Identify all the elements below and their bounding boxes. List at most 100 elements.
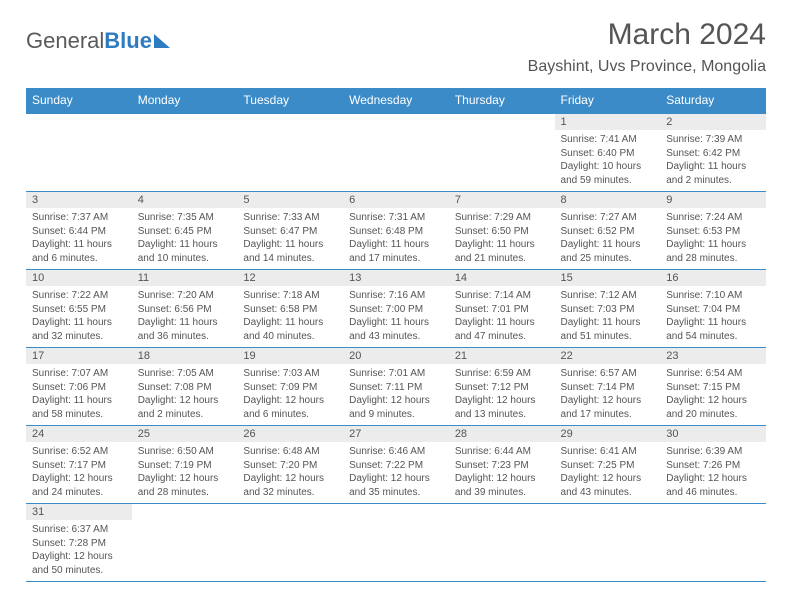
- day-number: 2: [660, 114, 766, 130]
- day-dl: Daylight: 12 hours and 2 minutes.: [138, 394, 232, 421]
- day-sr: Sunrise: 6:54 AM: [666, 367, 760, 381]
- weekday-header: Tuesday: [237, 88, 343, 113]
- calendar-day: 22Sunrise: 6:57 AMSunset: 7:14 PMDayligh…: [555, 348, 661, 426]
- day-number: 8: [555, 192, 661, 208]
- calendar-day: 10Sunrise: 7:22 AMSunset: 6:55 PMDayligh…: [26, 270, 132, 348]
- calendar-day-empty: [132, 504, 238, 582]
- calendar-day: 28Sunrise: 6:44 AMSunset: 7:23 PMDayligh…: [449, 426, 555, 504]
- day-sr: Sunrise: 6:46 AM: [349, 445, 443, 459]
- day-sr: Sunrise: 7:18 AM: [243, 289, 337, 303]
- day-details: Sunrise: 6:54 AMSunset: 7:15 PMDaylight:…: [660, 364, 766, 425]
- calendar-day: 18Sunrise: 7:05 AMSunset: 7:08 PMDayligh…: [132, 348, 238, 426]
- logo-text-general: General: [26, 28, 104, 54]
- day-dl: Daylight: 11 hours and 17 minutes.: [349, 238, 443, 265]
- day-ss: Sunset: 6:53 PM: [666, 225, 760, 239]
- day-number: 19: [237, 348, 343, 364]
- day-details: Sunrise: 7:22 AMSunset: 6:55 PMDaylight:…: [26, 286, 132, 347]
- day-ss: Sunset: 7:22 PM: [349, 459, 443, 473]
- day-ss: Sunset: 7:12 PM: [455, 381, 549, 395]
- day-ss: Sunset: 6:50 PM: [455, 225, 549, 239]
- calendar-day: 9Sunrise: 7:24 AMSunset: 6:53 PMDaylight…: [660, 192, 766, 270]
- day-sr: Sunrise: 6:37 AM: [32, 523, 126, 537]
- calendar-day-empty: [26, 113, 132, 192]
- day-dl: Daylight: 11 hours and 25 minutes.: [561, 238, 655, 265]
- day-sr: Sunrise: 7:39 AM: [666, 133, 760, 147]
- weekday-header: Friday: [555, 88, 661, 113]
- calendar-day: 3Sunrise: 7:37 AMSunset: 6:44 PMDaylight…: [26, 192, 132, 270]
- day-number: 1: [555, 114, 661, 130]
- weekday-header: Saturday: [660, 88, 766, 113]
- calendar-day: 1Sunrise: 7:41 AMSunset: 6:40 PMDaylight…: [555, 113, 661, 192]
- calendar-body: 1Sunrise: 7:41 AMSunset: 6:40 PMDaylight…: [26, 113, 766, 582]
- day-sr: Sunrise: 6:59 AM: [455, 367, 549, 381]
- day-details: Sunrise: 7:12 AMSunset: 7:03 PMDaylight:…: [555, 286, 661, 347]
- calendar-day-empty: [237, 504, 343, 582]
- calendar-day: 15Sunrise: 7:12 AMSunset: 7:03 PMDayligh…: [555, 270, 661, 348]
- day-ss: Sunset: 7:00 PM: [349, 303, 443, 317]
- day-details: Sunrise: 7:16 AMSunset: 7:00 PMDaylight:…: [343, 286, 449, 347]
- day-ss: Sunset: 7:01 PM: [455, 303, 549, 317]
- calendar-day: 12Sunrise: 7:18 AMSunset: 6:58 PMDayligh…: [237, 270, 343, 348]
- calendar-week: 1Sunrise: 7:41 AMSunset: 6:40 PMDaylight…: [26, 113, 766, 192]
- day-details: Sunrise: 7:29 AMSunset: 6:50 PMDaylight:…: [449, 208, 555, 269]
- day-dl: Daylight: 12 hours and 46 minutes.: [666, 472, 760, 499]
- day-dl: Daylight: 10 hours and 59 minutes.: [561, 160, 655, 187]
- day-number: 16: [660, 270, 766, 286]
- day-dl: Daylight: 11 hours and 54 minutes.: [666, 316, 760, 343]
- day-sr: Sunrise: 7:29 AM: [455, 211, 549, 225]
- day-dl: Daylight: 11 hours and 40 minutes.: [243, 316, 337, 343]
- day-number: 25: [132, 426, 238, 442]
- day-number: 20: [343, 348, 449, 364]
- calendar-day: 19Sunrise: 7:03 AMSunset: 7:09 PMDayligh…: [237, 348, 343, 426]
- calendar-day-empty: [343, 113, 449, 192]
- day-dl: Daylight: 11 hours and 51 minutes.: [561, 316, 655, 343]
- day-dl: Daylight: 12 hours and 13 minutes.: [455, 394, 549, 421]
- calendar-day: 26Sunrise: 6:48 AMSunset: 7:20 PMDayligh…: [237, 426, 343, 504]
- day-details: Sunrise: 6:39 AMSunset: 7:26 PMDaylight:…: [660, 442, 766, 503]
- day-details: Sunrise: 7:10 AMSunset: 7:04 PMDaylight:…: [660, 286, 766, 347]
- day-sr: Sunrise: 7:24 AM: [666, 211, 760, 225]
- day-number: 24: [26, 426, 132, 442]
- day-details: Sunrise: 6:57 AMSunset: 7:14 PMDaylight:…: [555, 364, 661, 425]
- weekday-header: Sunday: [26, 88, 132, 113]
- day-details: Sunrise: 6:41 AMSunset: 7:25 PMDaylight:…: [555, 442, 661, 503]
- day-details: Sunrise: 7:20 AMSunset: 6:56 PMDaylight:…: [132, 286, 238, 347]
- calendar-day-empty: [132, 113, 238, 192]
- day-sr: Sunrise: 7:14 AM: [455, 289, 549, 303]
- calendar-day-empty: [449, 504, 555, 582]
- calendar-week: 24Sunrise: 6:52 AMSunset: 7:17 PMDayligh…: [26, 426, 766, 504]
- day-sr: Sunrise: 7:35 AM: [138, 211, 232, 225]
- calendar-week: 3Sunrise: 7:37 AMSunset: 6:44 PMDaylight…: [26, 192, 766, 270]
- day-dl: Daylight: 12 hours and 43 minutes.: [561, 472, 655, 499]
- calendar-day: 20Sunrise: 7:01 AMSunset: 7:11 PMDayligh…: [343, 348, 449, 426]
- day-sr: Sunrise: 7:12 AM: [561, 289, 655, 303]
- day-number: 26: [237, 426, 343, 442]
- calendar-day: 5Sunrise: 7:33 AMSunset: 6:47 PMDaylight…: [237, 192, 343, 270]
- day-ss: Sunset: 7:04 PM: [666, 303, 760, 317]
- day-ss: Sunset: 6:45 PM: [138, 225, 232, 239]
- day-dl: Daylight: 11 hours and 32 minutes.: [32, 316, 126, 343]
- day-ss: Sunset: 7:25 PM: [561, 459, 655, 473]
- calendar-day-empty: [660, 504, 766, 582]
- day-number: 9: [660, 192, 766, 208]
- weekday-header: Thursday: [449, 88, 555, 113]
- calendar-day: 14Sunrise: 7:14 AMSunset: 7:01 PMDayligh…: [449, 270, 555, 348]
- day-ss: Sunset: 6:52 PM: [561, 225, 655, 239]
- day-details: Sunrise: 6:52 AMSunset: 7:17 PMDaylight:…: [26, 442, 132, 503]
- day-details: Sunrise: 6:50 AMSunset: 7:19 PMDaylight:…: [132, 442, 238, 503]
- day-number: 28: [449, 426, 555, 442]
- day-dl: Daylight: 12 hours and 35 minutes.: [349, 472, 443, 499]
- calendar-day: 25Sunrise: 6:50 AMSunset: 7:19 PMDayligh…: [132, 426, 238, 504]
- calendar-day: 4Sunrise: 7:35 AMSunset: 6:45 PMDaylight…: [132, 192, 238, 270]
- day-ss: Sunset: 6:42 PM: [666, 147, 760, 161]
- calendar-week: 31Sunrise: 6:37 AMSunset: 7:28 PMDayligh…: [26, 504, 766, 582]
- day-dl: Daylight: 12 hours and 20 minutes.: [666, 394, 760, 421]
- day-ss: Sunset: 7:26 PM: [666, 459, 760, 473]
- day-number: 18: [132, 348, 238, 364]
- day-details: Sunrise: 7:24 AMSunset: 6:53 PMDaylight:…: [660, 208, 766, 269]
- day-details: Sunrise: 7:33 AMSunset: 6:47 PMDaylight:…: [237, 208, 343, 269]
- day-sr: Sunrise: 7:07 AM: [32, 367, 126, 381]
- day-sr: Sunrise: 6:41 AM: [561, 445, 655, 459]
- calendar-day: 11Sunrise: 7:20 AMSunset: 6:56 PMDayligh…: [132, 270, 238, 348]
- day-dl: Daylight: 12 hours and 28 minutes.: [138, 472, 232, 499]
